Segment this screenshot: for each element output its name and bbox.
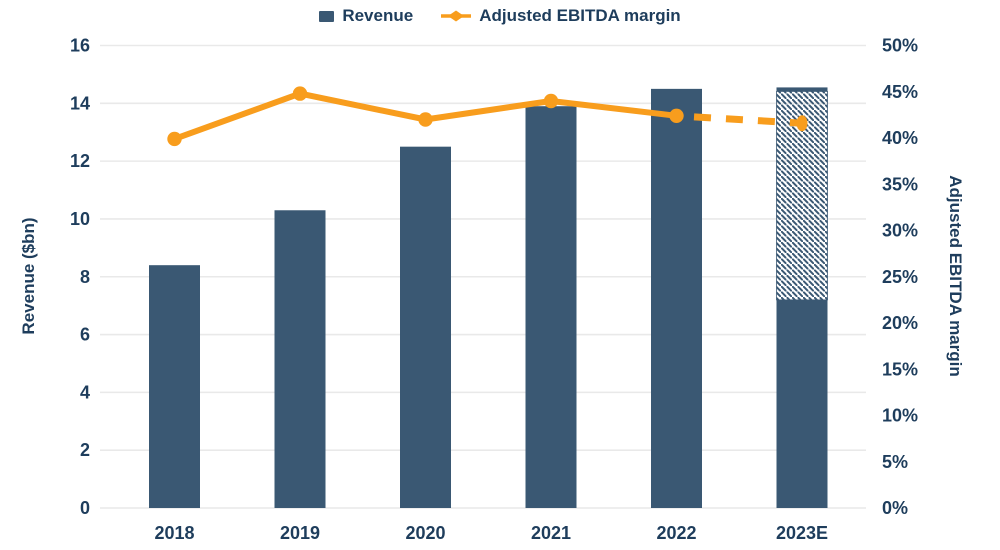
x-axis-label-2019: 2019 <box>280 523 320 543</box>
right-axis-tick-50%: 50% <box>882 36 918 56</box>
right-axis-title: Adjusted EBITDA margin <box>946 175 965 377</box>
ebitda-point-2020 <box>418 112 433 127</box>
right-axis-tick-5%: 5% <box>882 452 908 472</box>
bar-2023E-forecast-cap <box>776 87 828 92</box>
right-axis-tick-0%: 0% <box>882 498 908 518</box>
ebitda-point-2022 <box>669 108 684 124</box>
left-axis-tick-4: 4 <box>80 382 90 402</box>
right-axis-tick-10%: 10% <box>882 406 918 426</box>
right-axis-tick-45%: 45% <box>882 82 918 102</box>
ebitda-margin-line <box>167 86 808 147</box>
x-axis-label-2023E: 2023E <box>776 523 828 543</box>
revenue-swatch-icon <box>319 10 335 22</box>
legend-label-ebitda-margin: Adjusted EBITDA margin <box>479 6 681 25</box>
x-axis-label-2020: 2020 <box>405 523 445 543</box>
revenue-bars <box>149 87 828 508</box>
left-axis-tick-10: 10 <box>70 209 90 229</box>
bar-2021 <box>525 106 577 508</box>
bar-2022 <box>651 88 702 508</box>
legend-item-ebitda-margin[interactable]: Adjusted EBITDA margin <box>441 6 681 26</box>
right-axis-tick-labels: 0% 5% 10% 15% 20% 25% 30% 35% 40% 45% 50% <box>882 36 918 519</box>
right-axis-tick-20%: 20% <box>882 313 918 333</box>
x-axis-label-2022: 2022 <box>656 523 696 543</box>
right-axis-tick-30%: 30% <box>882 221 918 241</box>
right-axis-tick-15%: 15% <box>882 359 918 379</box>
legend-label-revenue: Revenue <box>342 6 414 25</box>
left-axis-tick-labels: 0 2 4 6 8 10 12 14 16 <box>70 36 90 519</box>
x-axis-label-2021: 2021 <box>531 523 571 543</box>
right-axis-tick-35%: 35% <box>882 174 918 194</box>
x-axis-category-labels: 2018 2019 2020 2021 2022 2023E <box>154 523 828 543</box>
left-axis-tick-14: 14 <box>70 93 90 113</box>
legend: Revenue Adjusted EBITDA margin <box>0 6 1000 26</box>
left-axis-tick-0: 0 <box>80 498 90 518</box>
x-axis-label-2018: 2018 <box>154 523 194 543</box>
legend-item-revenue[interactable]: Revenue <box>319 6 413 26</box>
right-axis-tick-25%: 25% <box>882 267 918 287</box>
left-axis-tick-16: 16 <box>70 36 90 56</box>
right-axis-tick-40%: 40% <box>882 128 918 148</box>
gridlines <box>100 44 866 509</box>
ebitda-point-2023E <box>796 115 808 132</box>
ebitda-point-2021 <box>543 93 559 109</box>
left-axis-tick-2: 2 <box>80 440 90 460</box>
ebitda-line-marker-icon <box>441 10 472 22</box>
left-axis-tick-6: 6 <box>80 325 90 345</box>
bar-2018 <box>149 265 200 508</box>
bar-2019 <box>274 210 326 508</box>
ebitda-point-2019 <box>292 86 308 101</box>
left-axis-tick-8: 8 <box>80 267 90 287</box>
left-axis-title: Revenue ($bn) <box>19 217 38 334</box>
bar-2020 <box>400 146 451 508</box>
left-axis-tick-12: 12 <box>70 151 90 171</box>
bar-2023E-actual <box>776 299 828 508</box>
ebitda-point-2018 <box>167 131 182 147</box>
